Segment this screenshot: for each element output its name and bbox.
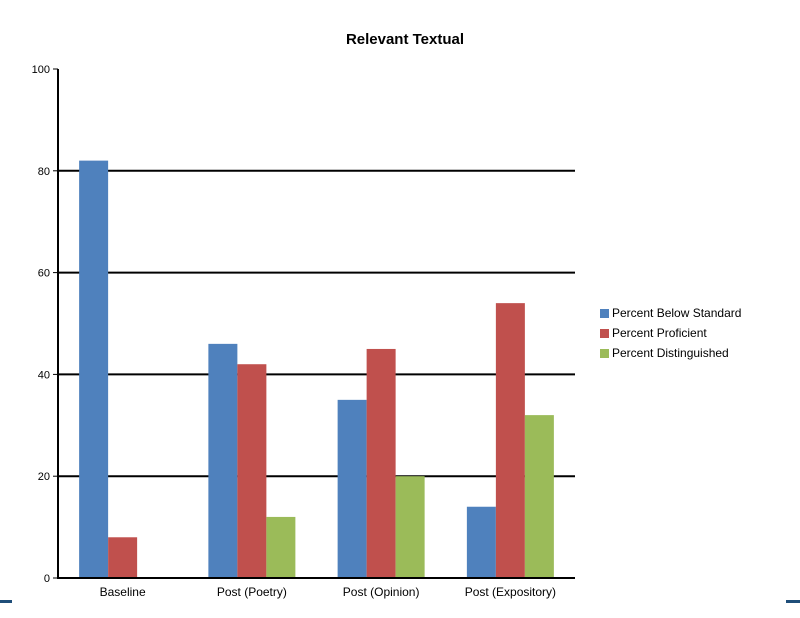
x-tick-label: Baseline (100, 585, 146, 599)
bar (79, 160, 109, 578)
x-tick-label: Post (Opinion) (343, 585, 420, 599)
y-tick-label: 80 (38, 166, 50, 178)
legend-label: Percent Below Standard (612, 306, 742, 320)
y-tick-labels: 0 20 40 60 80 100 (32, 64, 50, 585)
x-tick-labels: Baseline Post (Poetry) Post (Opinion) Post … (100, 585, 556, 599)
legend-item: Percent Below Standard (600, 303, 741, 323)
bar (495, 303, 525, 578)
bar (395, 476, 425, 578)
legend: Percent Below Standard Percent Proficien… (600, 303, 741, 363)
y-tick-label: 40 (38, 369, 50, 381)
axes (53, 68, 575, 579)
legend-item: Percent Distinguished (600, 343, 741, 363)
bar (208, 343, 238, 578)
x-tick-label: Post (Poetry) (217, 585, 287, 599)
chart-title: Relevant Textual (345, 31, 465, 48)
x-tick-label: Post (Expository) (465, 585, 556, 599)
corner-mark-right (786, 600, 800, 603)
bar (108, 537, 138, 578)
bar (266, 516, 296, 578)
corner-mark-left (0, 600, 12, 603)
bar (237, 364, 267, 578)
bar (466, 506, 496, 578)
legend-swatch (600, 348, 609, 358)
y-tick-label: 20 (38, 471, 50, 483)
legend-label: Percent Proficient (612, 326, 707, 340)
bar (366, 348, 396, 578)
legend-swatch (600, 308, 609, 318)
bar (524, 415, 554, 578)
y-tick-label: 60 (38, 268, 50, 280)
legend-item: Percent Proficient (600, 323, 741, 343)
gridlines (58, 169, 575, 478)
bar-group (79, 160, 554, 578)
y-tick-label: 100 (32, 64, 50, 76)
legend-swatch (600, 328, 609, 338)
legend-label: Percent Distinguished (612, 346, 729, 360)
y-tick-label: 0 (44, 573, 50, 585)
bar (337, 399, 367, 578)
